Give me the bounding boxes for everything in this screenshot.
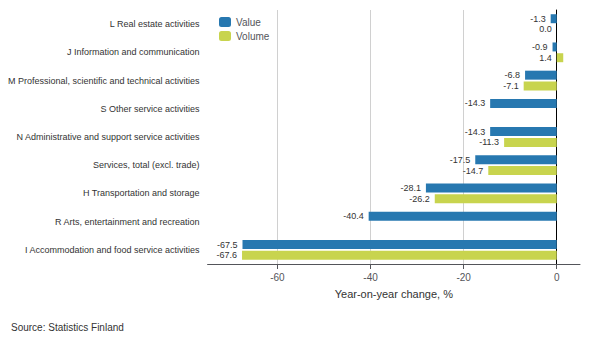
svg-text:M Professional, scientific and: M Professional, scientific and technical… [8, 76, 200, 86]
svg-text:-6.8: -6.8 [505, 70, 521, 80]
svg-text:-26.2: -26.2 [409, 194, 430, 204]
svg-text:-40: -40 [363, 272, 378, 283]
svg-text:-17.5: -17.5 [450, 155, 471, 165]
svg-text:Year-on-year change, %: Year-on-year change, % [335, 288, 453, 300]
svg-text:0.0: 0.0 [539, 24, 552, 34]
svg-text:S Other service activities: S Other service activities [101, 104, 201, 114]
svg-text:Volume: Volume [236, 31, 270, 42]
svg-text:-28.1: -28.1 [400, 183, 421, 193]
svg-text:Source: Statistics Finland: Source: Statistics Finland [11, 322, 124, 333]
svg-text:I Accommodation and food servi: I Accommodation and food service activit… [25, 245, 200, 255]
svg-text:Value: Value [236, 17, 261, 28]
svg-text:N Administrative and support s: N Administrative and support service act… [17, 132, 201, 142]
svg-text:-1.3: -1.3 [530, 14, 546, 24]
svg-text:J Information and communicatio: J Information and communication [67, 47, 200, 57]
svg-text:R Arts, entertainment and recr: R Arts, entertainment and recreation [55, 217, 200, 227]
svg-text:-40.4: -40.4 [343, 211, 364, 221]
svg-text:-60: -60 [270, 272, 285, 283]
svg-text:L Real estate activities: L Real estate activities [110, 19, 200, 29]
svg-text:-14.7: -14.7 [463, 166, 484, 176]
svg-text:-20: -20 [456, 272, 471, 283]
svg-text:-11.3: -11.3 [479, 137, 499, 147]
svg-text:1.4: 1.4 [539, 53, 552, 63]
svg-text:H Transportation and storage: H Transportation and storage [83, 188, 200, 198]
svg-text:0: 0 [554, 272, 560, 283]
svg-text:-67.5: -67.5 [217, 240, 238, 250]
svg-text:Services, total (excl. trade): Services, total (excl. trade) [93, 160, 200, 170]
svg-text:-0.9: -0.9 [532, 42, 548, 52]
svg-text:-14.3: -14.3 [465, 127, 486, 137]
svg-text:-7.1: -7.1 [503, 81, 519, 91]
svg-text:-14.3: -14.3 [465, 98, 486, 108]
svg-text:-67.6: -67.6 [217, 250, 238, 260]
